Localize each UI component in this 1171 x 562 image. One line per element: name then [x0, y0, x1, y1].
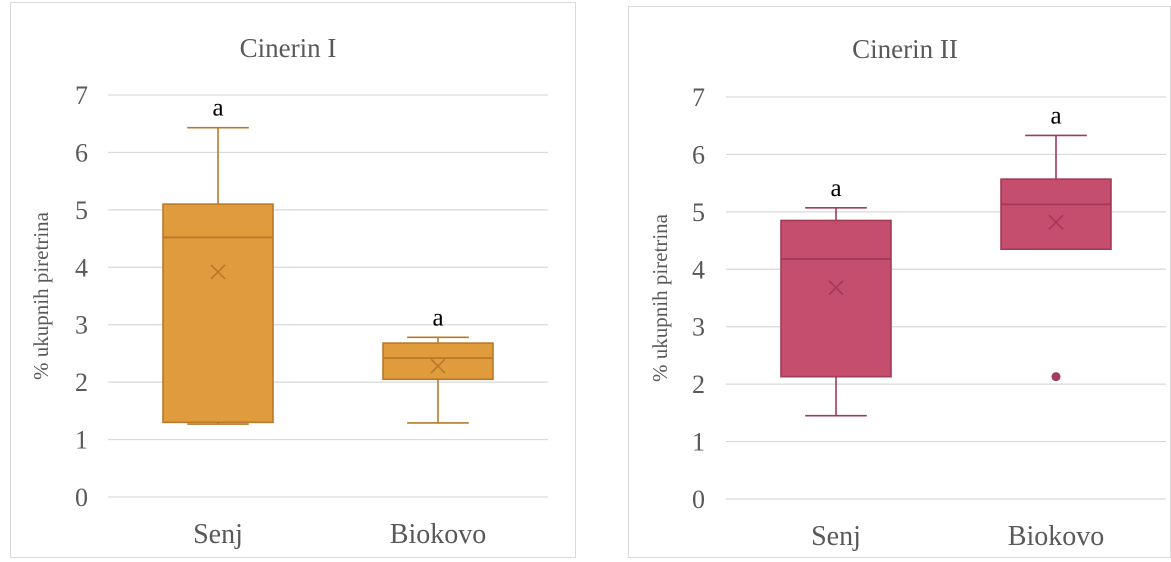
y-tick-label: 3	[75, 311, 88, 340]
box-plot-cinerin-2: Cinerin II % ukupnih piretrina 0 1 2 3 4 5 6 7 Sen…	[648, 34, 1166, 552]
mean-marker	[210, 264, 226, 280]
outlier-point	[1051, 372, 1061, 382]
iqr-box	[1000, 178, 1112, 250]
box-plot-cinerin-1: Cinerin I % ukupnih piretrina 0 1 2 3 4 5 6 7 Senj…	[29, 33, 548, 550]
y-tick-label: 1	[692, 428, 705, 457]
chart-title: Cinerin I	[240, 33, 337, 63]
y-tick-label: 4	[692, 255, 705, 284]
mean-marker	[1048, 214, 1064, 230]
y-tick-label: 0	[75, 483, 88, 512]
y-tick-label: 7	[75, 81, 88, 110]
y-tick-label: 2	[75, 368, 88, 397]
chart-title: Cinerin II	[852, 34, 958, 64]
x-category-label: Senj	[811, 521, 861, 552]
y-axis-label: % ukupnih piretrina	[29, 211, 53, 380]
chart-panel-cinerin-2: Cinerin II % ukupnih piretrina 0 1 2 3 4 5 6 7 Sen…	[600, 0, 1171, 562]
chart-frame	[628, 6, 1171, 558]
y-tick-label: 0	[692, 485, 705, 514]
y-axis-label: % ukupnih piretrina	[648, 213, 672, 382]
significance-letter: a	[212, 95, 223, 122]
y-tick-label: 6	[692, 140, 705, 169]
y-tick-label: 4	[75, 253, 88, 282]
iqr-box	[382, 342, 494, 381]
mean-marker	[430, 358, 446, 374]
y-tick-label: 1	[75, 426, 88, 455]
box-senj	[162, 126, 274, 425]
y-tick-label: 2	[692, 370, 705, 399]
y-tick-label: 3	[692, 313, 705, 342]
y-tick-label: 7	[692, 83, 705, 112]
box-senj	[780, 207, 892, 417]
y-tick-label: 5	[75, 196, 88, 225]
box-biokovo	[1000, 134, 1112, 382]
significance-letter: a	[830, 175, 841, 202]
y-tick-label: 6	[75, 138, 88, 167]
mean-marker	[828, 280, 844, 296]
x-category-label: Biokovo	[390, 519, 486, 550]
significance-letter: a	[432, 304, 443, 331]
iqr-box	[780, 219, 892, 378]
y-tick-label: 5	[692, 198, 705, 227]
significance-letter: a	[1050, 102, 1061, 129]
iqr-box	[162, 203, 274, 424]
x-category-label: Senj	[193, 519, 243, 550]
chart-panel-cinerin-1: Cinerin I % ukupnih piretrina 0 1 2 3 4 5 6 7 Senj…	[0, 0, 580, 562]
x-category-label: Biokovo	[1008, 521, 1104, 552]
box-biokovo	[382, 336, 494, 424]
